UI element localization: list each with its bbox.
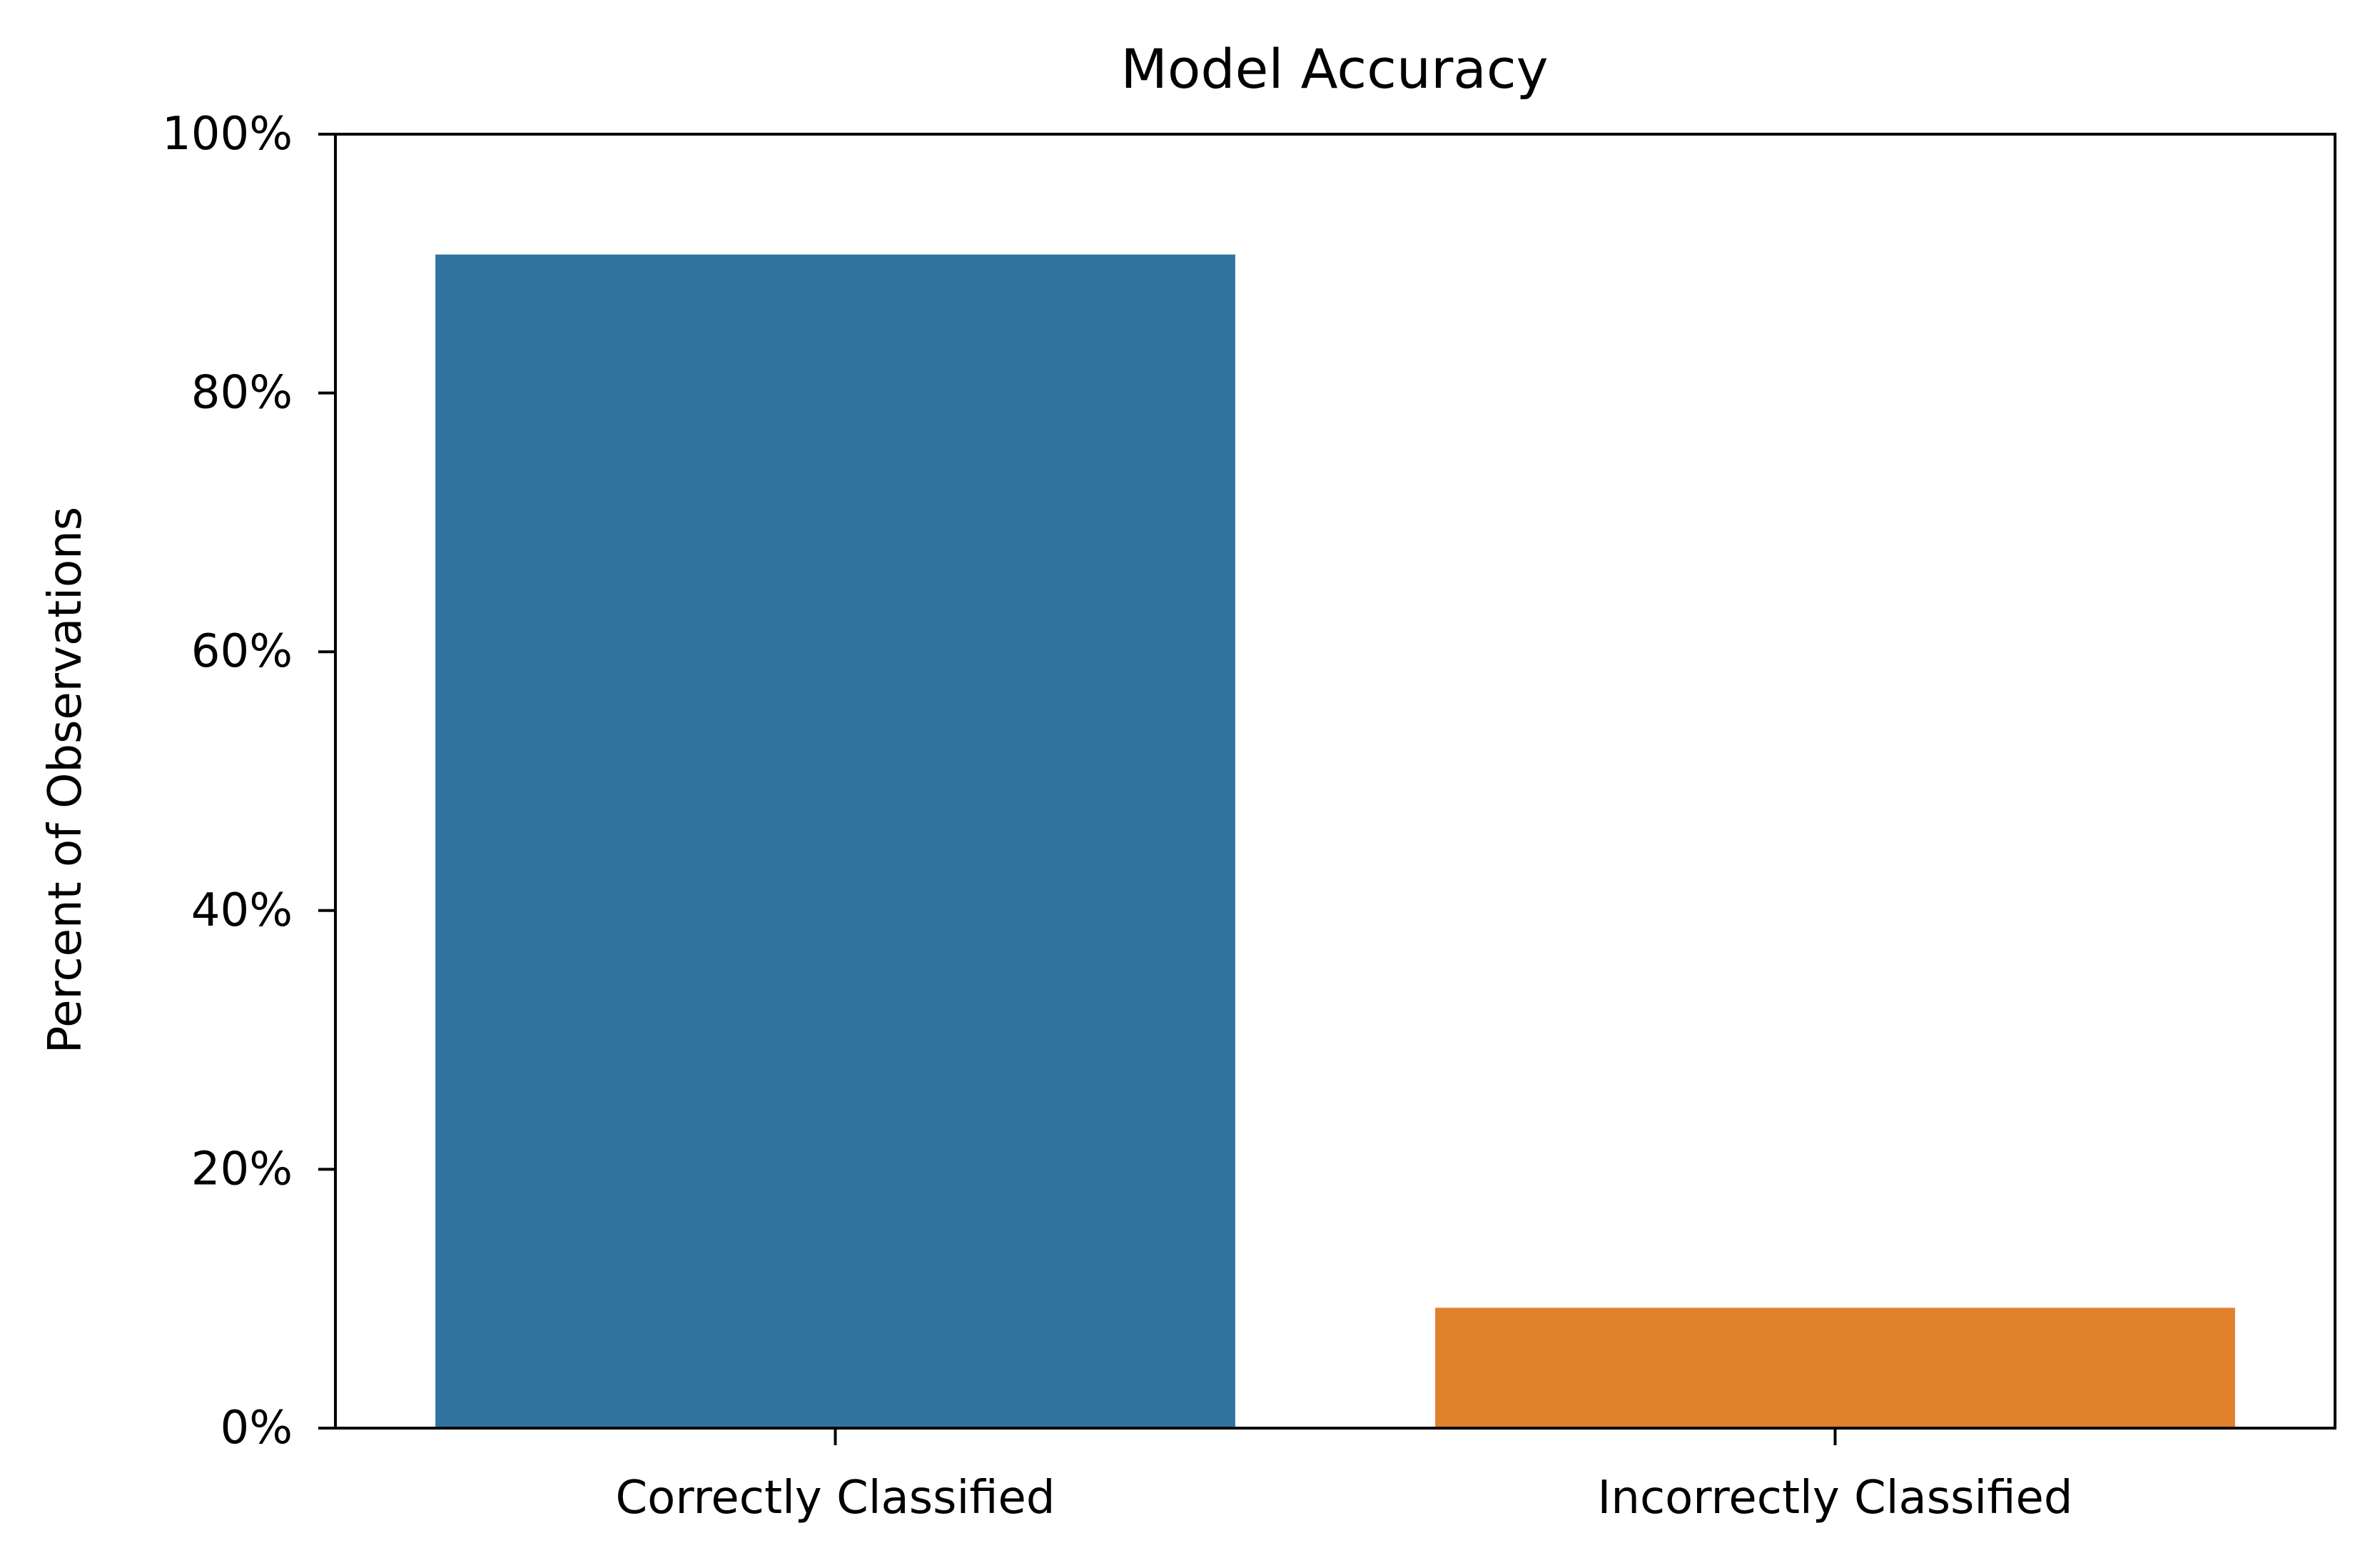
- bars-layer: [435, 254, 2235, 1428]
- y-tick-label: 80%: [191, 367, 293, 420]
- bar-correctly-classified: [435, 254, 1235, 1428]
- ticks-layer: Correctly Classified Incorrectly Classifi…: [162, 108, 2072, 1524]
- y-tick-label: 20%: [191, 1143, 293, 1195]
- plot-frame: [334, 133, 2336, 1430]
- y-tick-label: 60%: [191, 625, 293, 678]
- y-tick-label: 40%: [191, 884, 293, 937]
- x-tick-label: Correctly Classified: [615, 1472, 1055, 1524]
- bar-incorrectly-classified: [1435, 1307, 2235, 1428]
- x-tick-label: Incorrectly Classified: [1598, 1472, 2073, 1524]
- y-axis-label: Percent of Observations: [39, 507, 92, 1053]
- y-tick-label: 0%: [220, 1402, 293, 1455]
- y-tick-label: 100%: [162, 108, 293, 161]
- chart-title: Model Accuracy: [1120, 37, 1548, 101]
